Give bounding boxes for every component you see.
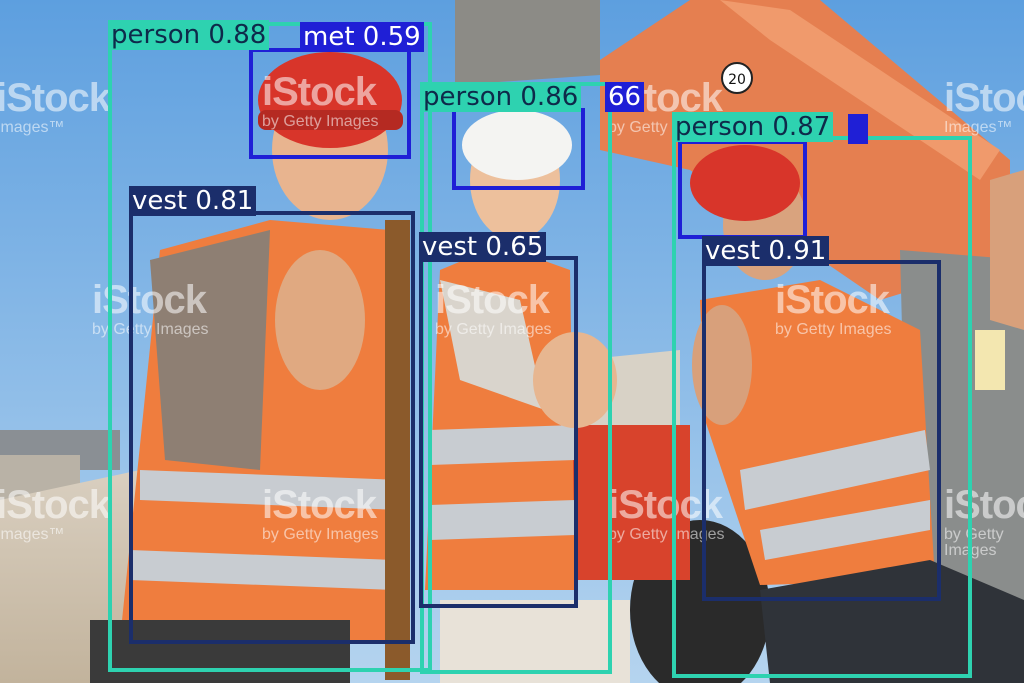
person-label-2: person 0.86 — [420, 82, 582, 112]
vest-box-1 — [129, 211, 415, 644]
vest-box-2 — [419, 256, 578, 608]
helmet-label-2: 66 — [605, 82, 645, 112]
person-label-1: person 0.88 — [108, 20, 270, 50]
helmet-label-1: met 0.59 — [300, 22, 424, 52]
helmet-label-3 — [848, 114, 868, 144]
vest-label-1: vest 0.81 — [129, 186, 257, 216]
helmet-box-2 — [452, 108, 585, 190]
person-box-1 — [108, 22, 432, 672]
vest-label-3: vest 0.91 — [702, 236, 830, 266]
vest-box-3 — [702, 260, 941, 601]
sign-number: 20 — [728, 72, 746, 88]
helmet-box-3 — [678, 140, 807, 239]
person-label-3: person 0.87 — [672, 112, 834, 142]
vest-label-2: vest 0.65 — [419, 232, 547, 262]
helmet-box-1 — [249, 48, 411, 159]
